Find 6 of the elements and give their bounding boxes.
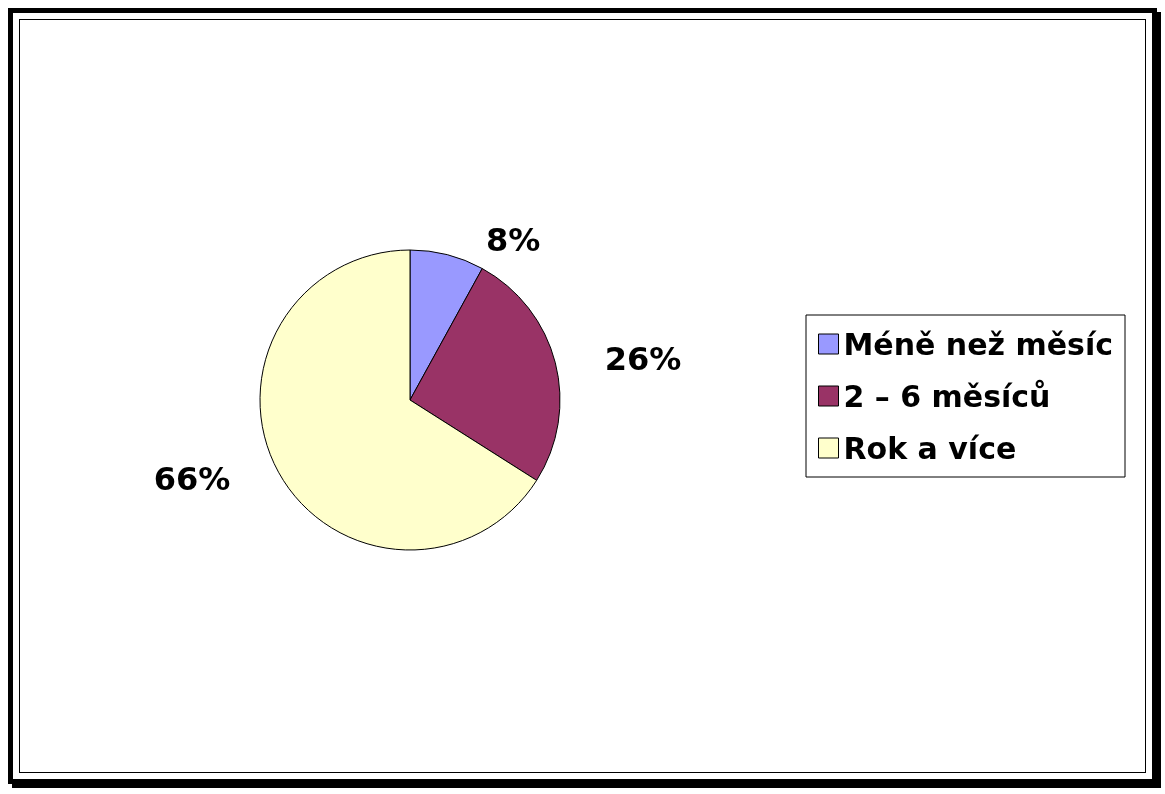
legend-label: Méně než měsíc bbox=[843, 326, 1114, 362]
data-label: 8% bbox=[486, 221, 541, 260]
legend-label: 2 – 6 měsíců bbox=[843, 378, 1051, 414]
data-label: 26% bbox=[604, 339, 682, 378]
legend-label: Rok a více bbox=[843, 430, 1017, 466]
data-label: 66% bbox=[153, 460, 231, 499]
